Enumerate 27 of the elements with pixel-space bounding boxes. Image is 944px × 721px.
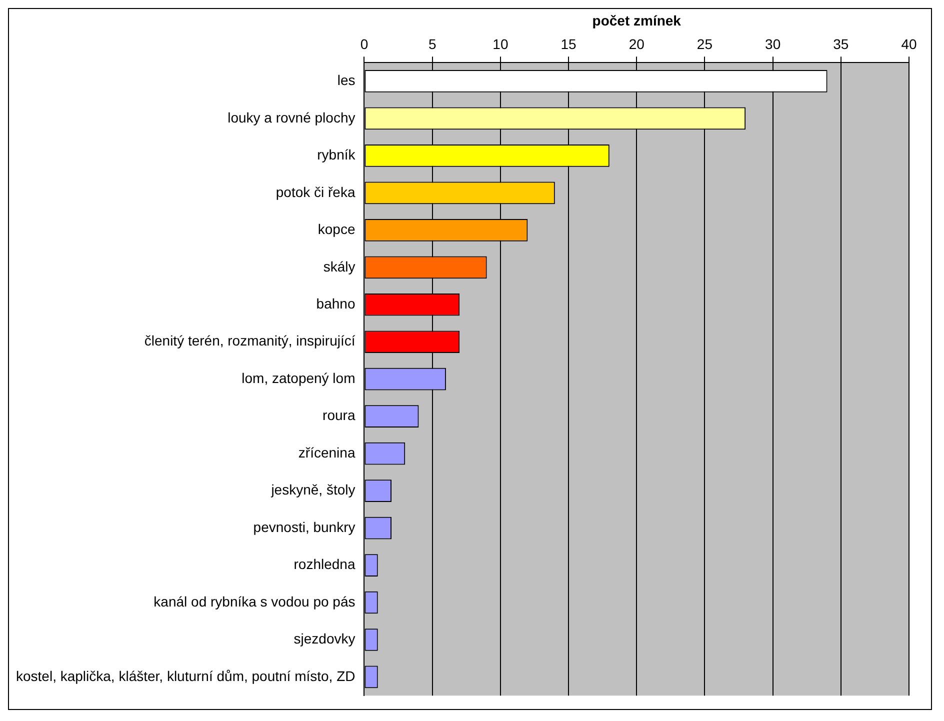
x-tick-label: 0 <box>360 36 368 52</box>
y-tick-label: jeskyně, štoly <box>270 482 356 498</box>
y-tick-label: louky a rovné plochy <box>228 109 356 126</box>
y-tick-label: kostel, kaplička, klášter, kluturní dům, poutní místo, ZD <box>16 668 356 684</box>
x-tick-label: 10 <box>492 36 508 52</box>
y-tick-label: potok či řeka <box>276 184 356 200</box>
y-tick-label: roura <box>322 407 356 424</box>
x-tick-label: 5 <box>428 36 436 52</box>
y-tick-label: bahno <box>316 295 356 312</box>
y-tick-label: les <box>337 72 356 88</box>
x-tick-label: 35 <box>833 36 849 52</box>
x-tick-label: 40 <box>901 36 917 52</box>
x-tick-label: 25 <box>696 36 713 52</box>
y-tick-label: rozhledna <box>294 556 356 572</box>
x-tick-label: 20 <box>628 36 645 52</box>
y-tick-label: rybník <box>317 146 356 163</box>
x-tick-label: 15 <box>560 36 577 52</box>
y-tick-label: sjezdovky <box>294 630 356 647</box>
y-tick-label: lom, zatopený lom <box>242 370 356 386</box>
y-tick-label: kopce <box>318 221 356 238</box>
x-axis-title: počet zmínek <box>592 12 682 28</box>
y-tick-label: kanál od rybníka s vodou po pás <box>154 593 356 610</box>
y-tick-label: pevnosti, bunkry <box>253 518 356 535</box>
y-tick-label: zřícenina <box>298 444 356 460</box>
x-tick-label: 30 <box>765 36 781 52</box>
y-tick-label: členitý terén, rozmanitý, inspirující <box>144 332 356 349</box>
y-tick-label: skály <box>323 258 356 274</box>
